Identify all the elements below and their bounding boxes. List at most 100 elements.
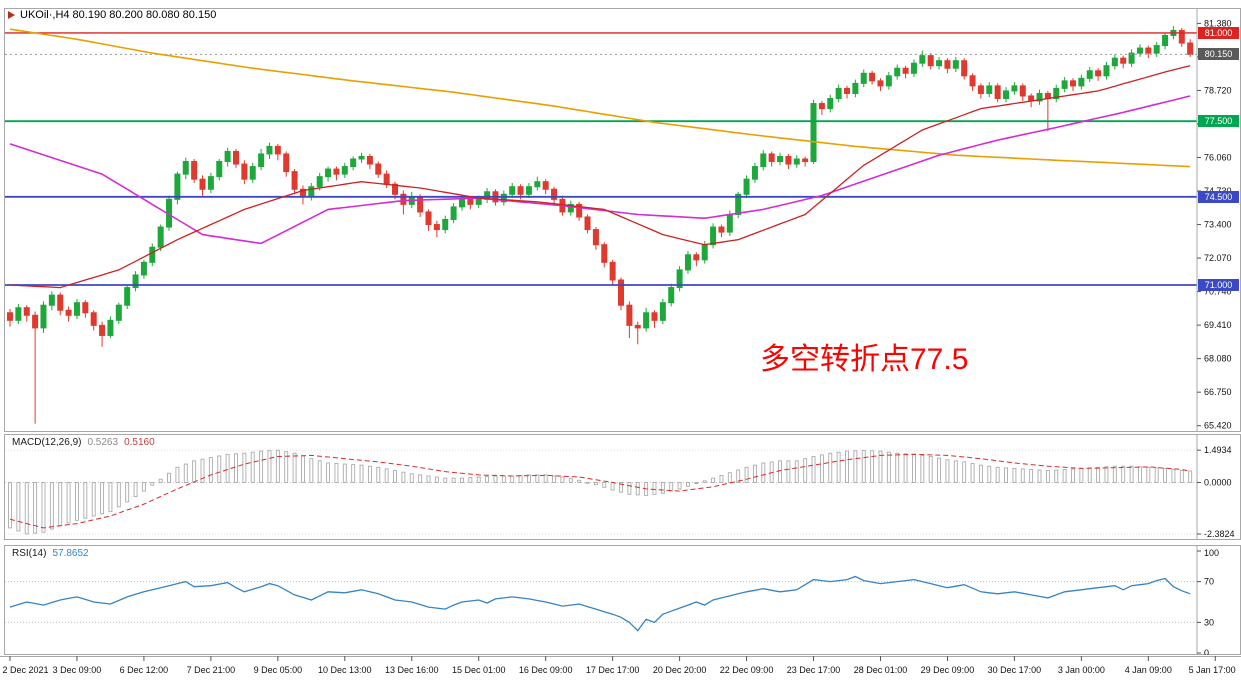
candle-up (668, 287, 675, 304)
price-badge-77.500: 77.500 (1198, 115, 1239, 128)
candle-down (99, 324, 106, 336)
candle-up (1111, 57, 1118, 67)
candle-up (216, 161, 223, 178)
chart-title-bar: UKOil·,H4 80.190 80.200 80.080 80.150 (8, 9, 216, 21)
candle-up (835, 87, 842, 99)
time-scale[interactable]: 2 Dec 2021 3 Dec 09:00 6 Dec 12:00 7 Dec 21… (2, 656, 1236, 675)
candle-up (73, 302, 80, 316)
candle-up (743, 178, 750, 195)
price-badge-74.500: 74.500 (1198, 190, 1239, 203)
candle-down (517, 186, 524, 195)
candle-up (450, 206, 457, 220)
ma-medium-magenta (9, 95, 1191, 245)
candle-up (358, 155, 365, 160)
macd-signal-line (9, 453, 1191, 529)
candle-up (1003, 90, 1010, 99)
ma-slow-orange (9, 28, 1191, 168)
candle-down (400, 193, 407, 205)
price-tick-label: 73.400 (1204, 220, 1232, 230)
candle-down (333, 168, 340, 175)
rsi-scale[interactable]: 100 70 30 0 (1196, 545, 1219, 655)
candle-up (40, 304, 47, 329)
candle-down (551, 188, 558, 200)
candle-up (325, 168, 332, 178)
main-chart-panel[interactable]: 81.38080.05078.72077.39076.06074.73073.4… (0, 8, 1241, 432)
macd-panel[interactable]: 1.4934 0.0000 -2.3824 (0, 434, 1241, 540)
candle-up (684, 254, 691, 271)
candle-down (199, 178, 206, 190)
candle-up (910, 62, 917, 74)
candle-up (115, 304, 122, 321)
candle-up (107, 319, 114, 336)
chart-marker-icon (8, 11, 15, 19)
candle-up (458, 198, 465, 208)
candle-up (986, 85, 993, 94)
price-tick-label: 68.080 (1204, 354, 1232, 364)
time-label: 17 Dec 17:00 (586, 665, 640, 675)
time-label: 5 Jan 17:00 (1189, 665, 1236, 675)
rsi-canvas[interactable]: 100 70 30 0 (0, 545, 1241, 655)
candle-up (1078, 77, 1085, 87)
candle-down (802, 158, 809, 163)
candle-down (90, 312, 97, 326)
horizontal-lines (5, 32, 1197, 286)
macd-axis-label: 1.4934 (1204, 445, 1232, 455)
candle-down (542, 181, 549, 190)
candle-down (584, 216, 591, 231)
price-annotation: 多空转折点77.5 (760, 343, 969, 376)
candle-down (1120, 57, 1127, 64)
candle-down (417, 196, 424, 213)
macd-scale[interactable]: 1.4934 0.0000 -2.3824 (1196, 434, 1235, 540)
candle-down (425, 211, 432, 226)
candle-down (1187, 42, 1194, 55)
time-label: 4 Jan 09:00 (1125, 665, 1172, 675)
candle-down (844, 87, 850, 94)
candle-up (1011, 85, 1018, 92)
candle-down (869, 72, 876, 82)
candle-up (1086, 70, 1093, 79)
time-axis-panel[interactable]: 2 Dec 2021 3 Dec 09:00 6 Dec 12:00 7 Dec 21… (0, 656, 1241, 685)
macd-canvas[interactable]: 1.4934 0.0000 -2.3824 (0, 434, 1241, 540)
time-label: 3 Jan 00:00 (1058, 665, 1105, 675)
rsi-panel[interactable]: 100 70 30 0 (0, 545, 1241, 655)
candle-down (57, 294, 64, 311)
candle-up (442, 218, 449, 231)
main-chart-canvas[interactable]: 81.38080.05078.72077.39076.06074.73073.4… (0, 8, 1241, 432)
time-label: 6 Dec 12:00 (120, 665, 169, 675)
time-axis-canvas[interactable]: 2 Dec 2021 3 Dec 09:00 6 Dec 12:00 7 Dec 21… (0, 656, 1241, 685)
chart-title: UKOil·,H4 80.190 80.200 80.080 80.150 (20, 9, 217, 21)
candle-up (308, 186, 315, 198)
candle-up (1061, 80, 1068, 89)
candle-down (927, 55, 934, 67)
candle-up (15, 307, 22, 321)
candle-down (32, 314, 39, 329)
candle-down (634, 324, 641, 329)
time-label: 10 Dec 13:00 (318, 665, 372, 675)
candle-down (902, 67, 909, 74)
rsi-label: RSI(14) (12, 548, 47, 559)
time-label: 15 Dec 01:00 (452, 665, 506, 675)
candle-down (366, 155, 373, 165)
candle-up (952, 60, 959, 69)
time-label: 13 Dec 16:00 (385, 665, 439, 675)
rsi-axis-label: 30 (1204, 617, 1214, 627)
candle-up (1053, 87, 1060, 99)
candle-down (994, 85, 1001, 99)
candle-down (718, 226, 725, 233)
price-badge-80.150: 80.150 (1198, 48, 1239, 61)
candle-up (341, 166, 348, 175)
candle-up (140, 261, 147, 276)
candle-down (433, 224, 440, 231)
macd-label: MACD(12,26,9) (12, 437, 82, 448)
candle-up (827, 97, 834, 110)
rsi-axis-label: 0 (1204, 648, 1209, 655)
time-label: 29 Dec 09:00 (921, 665, 975, 675)
rsi-axis-label: 100 (1204, 548, 1219, 558)
candle-up (659, 302, 666, 321)
candle-down (977, 85, 984, 94)
candle-up (710, 226, 717, 246)
time-label: 20 Dec 20:00 (653, 665, 707, 675)
candle-up (701, 244, 708, 261)
candle-up (224, 150, 231, 163)
